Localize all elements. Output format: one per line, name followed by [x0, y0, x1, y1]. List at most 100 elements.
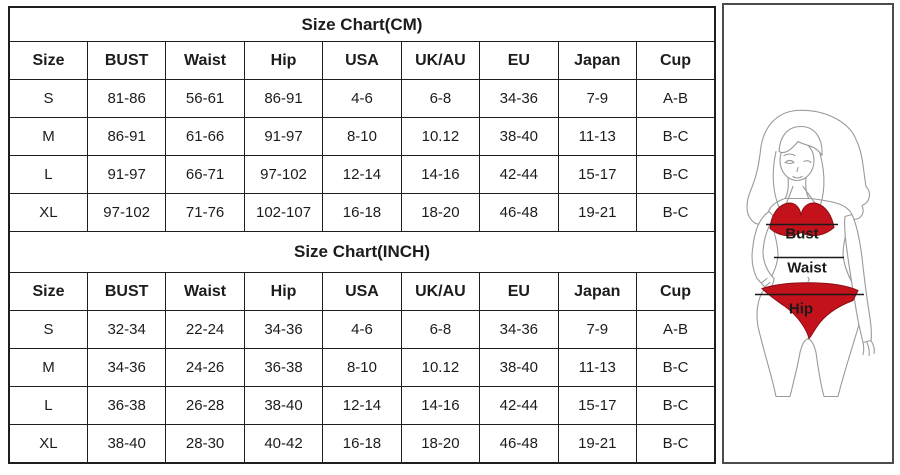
column-header: Cup — [636, 272, 716, 311]
table-cell: 8-10 — [322, 117, 402, 156]
table-cell: 15-17 — [557, 155, 638, 194]
table-row: XL 97-102 71-76 102-107 16-18 18-20 46-48 19-21… — [8, 193, 716, 232]
table-title-row: Size Chart(INCH) — [8, 231, 716, 273]
table-title-row: Size Chart(CM) — [8, 6, 716, 42]
table-row: M 86-91 61-66 91-97 8-10 10.12 38-40 11-13 B-C — [8, 117, 716, 156]
table-cell: 38-40 — [479, 348, 559, 387]
table-cell: B-C — [636, 386, 716, 425]
column-header: USA — [322, 41, 402, 80]
table-cell: 8-10 — [322, 348, 402, 387]
table-cell: B-C — [636, 348, 716, 387]
table-cell: 40-42 — [243, 424, 324, 464]
table-cell: 14-16 — [400, 155, 481, 194]
table-cell: 42-44 — [479, 386, 559, 425]
table-cell: B-C — [636, 424, 716, 464]
table-cell: 28-30 — [165, 424, 245, 464]
bust-label: Bust — [785, 226, 818, 243]
column-header: BUST — [86, 41, 167, 80]
table-row: L 36-38 26-28 38-40 12-14 14-16 42-44 15-17 B-C — [8, 386, 716, 425]
table-cell: S — [8, 79, 88, 118]
table-cell: 97-102 — [243, 155, 324, 194]
bikini-top-straps — [785, 185, 817, 206]
table-cell: 6-8 — [400, 310, 481, 349]
table-cell: 38-40 — [86, 424, 167, 464]
table-cell: 46-48 — [479, 424, 559, 464]
table-cell: B-C — [636, 155, 716, 194]
column-header: BUST — [86, 272, 167, 311]
hair-bang — [778, 125, 823, 157]
table-row: S 81-86 56-61 86-91 4-6 6-8 34-36 7-9 A-B — [8, 79, 716, 118]
bikini-bottom — [761, 282, 859, 340]
navel — [807, 276, 810, 283]
table-cell: 102-107 — [243, 193, 324, 232]
table-cell: 36-38 — [86, 386, 167, 425]
table-cell: B-C — [636, 117, 716, 156]
table-cell: 34-36 — [479, 79, 559, 118]
arm-on-hip — [751, 210, 776, 292]
size-chart-table: Size Chart(CM) Size BUST Waist Hip USA UK/AU EU… — [8, 6, 716, 464]
table-cell: 36-38 — [243, 348, 324, 387]
table-cell: 6-8 — [400, 79, 481, 118]
table-row: S 32-34 22-24 34-36 4-6 6-8 34-36 7-9 A-B — [8, 310, 716, 349]
eye-right — [803, 160, 812, 164]
size-chart-table-body: Size Chart(CM) Size BUST Waist Hip USA UK/AU EU… — [8, 6, 716, 464]
column-header: UK/AU — [400, 272, 481, 311]
column-header: Size — [8, 272, 88, 311]
table-cell: 34-36 — [86, 348, 167, 387]
column-header: USA — [322, 272, 402, 311]
table-cell: 4-6 — [322, 79, 402, 118]
table-cell: 97-102 — [86, 193, 167, 232]
table-cell: 10.12 — [400, 117, 481, 156]
column-header: Hip — [243, 41, 324, 80]
column-header: EU — [479, 41, 559, 80]
table-cell: 18-20 — [400, 424, 481, 464]
column-header: Japan — [557, 272, 638, 311]
table-cell: 46-48 — [479, 193, 559, 232]
table-cell: 38-40 — [479, 117, 559, 156]
table-cell: 15-17 — [557, 386, 638, 425]
table-cell: B-C — [636, 193, 716, 232]
table-title: Size Chart(CM) — [8, 6, 716, 42]
table-cell: 4-6 — [322, 310, 402, 349]
column-header: Japan — [557, 41, 638, 80]
table-row: L 91-97 66-71 97-102 12-14 14-16 42-44 15-17 B-C — [8, 155, 716, 194]
table-row: XL 38-40 28-30 40-42 16-18 18-20 46-48 19-21 B-C — [8, 424, 716, 464]
table-cell: 16-18 — [322, 193, 402, 232]
table-cell: 10.12 — [400, 348, 481, 387]
column-header: Size — [8, 41, 88, 80]
table-cell: 11-13 — [557, 117, 638, 156]
measurement-figure-illustration: Bust Waist Hip — [746, 109, 875, 398]
table-cell: 71-76 — [165, 193, 245, 232]
table-cell: M — [8, 117, 88, 156]
table-cell: XL — [8, 193, 88, 232]
table-cell: 66-71 — [165, 155, 245, 194]
table-cell: 42-44 — [479, 155, 559, 194]
table-cell: 22-24 — [165, 310, 245, 349]
table-cell: 12-14 — [322, 386, 402, 425]
table-cell: 16-18 — [322, 424, 402, 464]
table-cell: 26-28 — [165, 386, 245, 425]
column-header: Waist — [165, 272, 245, 311]
table-cell: 7-9 — [557, 310, 638, 349]
table-cell: 34-36 — [243, 310, 324, 349]
table-cell: XL — [8, 424, 88, 464]
table-cell: 12-14 — [322, 155, 402, 194]
table-cell: 86-91 — [243, 79, 324, 118]
table-cell: S — [8, 310, 88, 349]
table-cell: 56-61 — [165, 79, 245, 118]
table-cell: 38-40 — [243, 386, 324, 425]
table-cell: 7-9 — [557, 79, 638, 118]
hair-strand-left — [772, 150, 781, 211]
table-cell: 19-21 — [557, 424, 638, 464]
hand-fingers-right — [862, 339, 875, 357]
table-cell: L — [8, 155, 88, 194]
table-cell: 14-16 — [400, 386, 481, 425]
eye-left — [784, 159, 795, 165]
column-header: UK/AU — [400, 41, 481, 80]
table-cell: L — [8, 386, 88, 425]
table-cell: 91-97 — [86, 155, 167, 194]
table-cell: A-B — [636, 79, 716, 118]
mouth — [792, 175, 803, 179]
table-cell: 81-86 — [86, 79, 167, 118]
